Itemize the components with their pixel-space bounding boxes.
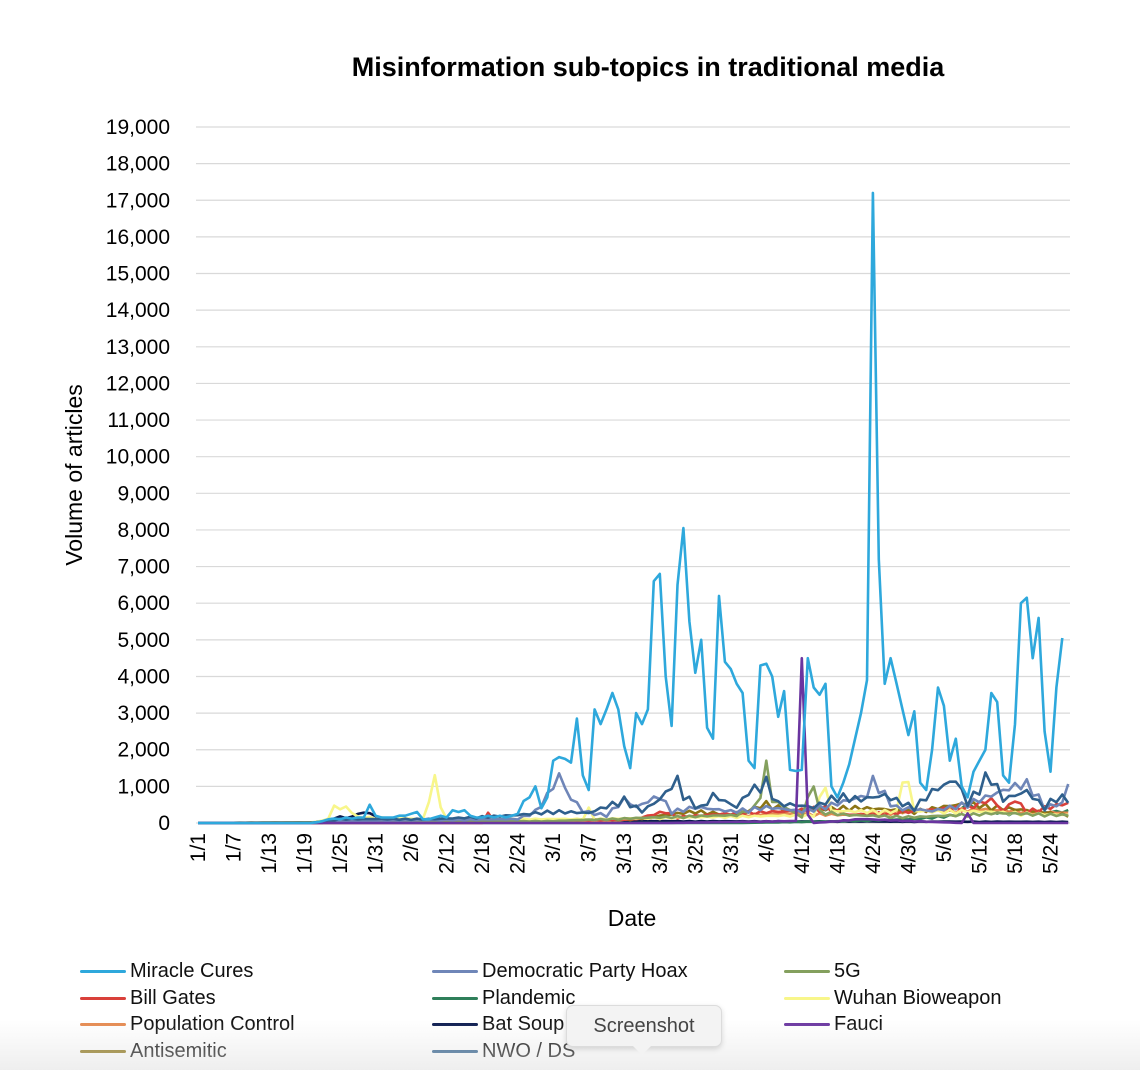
legend-swatch: [432, 970, 478, 973]
legend-swatch: [432, 996, 478, 1000]
y-tick-label: 17,000: [106, 189, 170, 212]
legend-item: Bat Soup: [432, 1013, 564, 1036]
legend-label: Fauci: [834, 1013, 883, 1035]
legend-item: NWO / DS: [432, 1040, 575, 1063]
legend-swatch: [432, 1023, 478, 1026]
x-tick-label: 1/19: [294, 833, 317, 874]
x-tick-label: 5/18: [1004, 833, 1027, 874]
x-axis-ticks: 1/1 1/7 1/13 1/19 1/25 1/31 2/6 2/12 2/18 2/24 3/1…: [187, 833, 1062, 874]
screenshot-tooltip: Screenshot: [566, 1005, 722, 1055]
legend-item: Bill Gates: [80, 987, 216, 1010]
y-tick-label: 6,000: [117, 592, 170, 615]
y-tick-label: 14,000: [106, 299, 170, 322]
x-tick-label: 4/6: [755, 833, 778, 862]
x-tick-label: 3/7: [578, 833, 601, 862]
legend-item: Wuhan Bioweapon: [784, 987, 1002, 1010]
legend-label: Bill Gates: [130, 986, 216, 1009]
x-tick-label: 1/1: [187, 833, 210, 862]
legend-swatch: [80, 996, 126, 1000]
y-tick-label: 4,000: [117, 665, 170, 688]
x-tick-label: 1/13: [258, 833, 281, 874]
x-tick-label: 1/31: [365, 833, 388, 874]
legend-item: Plandemic: [432, 987, 575, 1010]
legend-label: Bat Soup: [482, 1013, 565, 1035]
legend-swatch: [784, 1023, 830, 1026]
legend-swatch: [784, 970, 830, 973]
y-tick-label: 2,000: [117, 739, 170, 762]
chart-title: Misinformation sub-topics in traditional…: [351, 52, 945, 82]
x-tick-label: 5/24: [1039, 833, 1062, 874]
x-tick-label: 1/25: [329, 833, 352, 874]
x-tick-label: 2/6: [400, 833, 423, 862]
legend-swatch: [80, 1049, 126, 1053]
legend-swatch: [784, 996, 830, 1000]
x-tick-label: 4/18: [826, 833, 849, 874]
x-tick-label: 4/12: [791, 833, 814, 874]
x-tick-label: 2/12: [436, 833, 459, 874]
legend-label: 5G: [834, 960, 861, 982]
y-tick-label: 10,000: [106, 446, 170, 469]
legend-item: Democratic Party Hoax: [432, 960, 688, 983]
legend-swatch: [80, 970, 126, 973]
legend-label: Wuhan Bioweapon: [834, 986, 1002, 1009]
legend-item: Antisemitic: [80, 1040, 227, 1063]
legend-label: Antisemitic: [130, 1039, 227, 1062]
x-tick-label: 3/19: [649, 833, 672, 874]
y-tick-label: 1,000: [117, 775, 170, 798]
y-tick-label: 0: [158, 812, 170, 835]
legend-item: Population Control: [80, 1013, 295, 1036]
x-tick-label: 3/25: [684, 833, 707, 874]
y-tick-label: 13,000: [106, 336, 170, 359]
legend-item: Miracle Cures: [80, 960, 253, 983]
x-tick-label: 3/31: [720, 833, 743, 874]
x-tick-label: 4/24: [862, 833, 885, 874]
y-tick-label: 9,000: [117, 482, 170, 505]
y-tick-label: 11,000: [107, 409, 170, 432]
legend-label: Democratic Party Hoax: [482, 960, 688, 982]
series-line-miracle-cures: [198, 191, 1064, 825]
legend-label: Miracle Cures: [130, 960, 254, 982]
legend-item: 5G: [784, 960, 861, 983]
y-axis-label: Volume of articles: [61, 384, 87, 566]
x-tick-label: 1/7: [223, 833, 246, 862]
legend-label: Plandemic: [482, 986, 576, 1009]
y-tick-label: 8,000: [117, 519, 170, 542]
legend-swatch: [432, 1049, 478, 1053]
series-line-fauci: [198, 656, 1069, 825]
y-tick-label: 5,000: [117, 629, 170, 652]
gridlines: [196, 126, 1070, 824]
x-axis-label: Date: [608, 905, 657, 931]
y-tick-label: 12,000: [106, 372, 170, 395]
x-tick-label: 3/1: [542, 833, 565, 862]
y-axis-ticks: 0 1,000 2,000 3,000 4,000 5,000 6,000 7,000 8,00…: [106, 116, 170, 835]
x-tick-label: 5/6: [933, 833, 956, 862]
legend-label: NWO / DS: [482, 1039, 576, 1062]
y-tick-label: 3,000: [117, 702, 170, 725]
y-tick-label: 19,000: [106, 116, 170, 139]
x-tick-label: 3/13: [613, 833, 636, 874]
legend-label: Population Control: [130, 1013, 295, 1035]
x-tick-label: 2/18: [471, 833, 494, 874]
legend-item: Fauci: [784, 1013, 883, 1036]
x-tick-label: 5/12: [968, 833, 991, 874]
series-line-5g: [198, 759, 1069, 825]
series-lines: [198, 191, 1070, 825]
y-tick-label: 15,000: [106, 263, 170, 286]
y-tick-label: 18,000: [106, 153, 170, 176]
legend-swatch: [80, 1023, 126, 1026]
x-tick-label: 4/30: [897, 833, 920, 874]
y-tick-label: 16,000: [106, 226, 170, 249]
y-tick-label: 7,000: [117, 556, 170, 579]
x-tick-label: 2/24: [507, 833, 530, 874]
